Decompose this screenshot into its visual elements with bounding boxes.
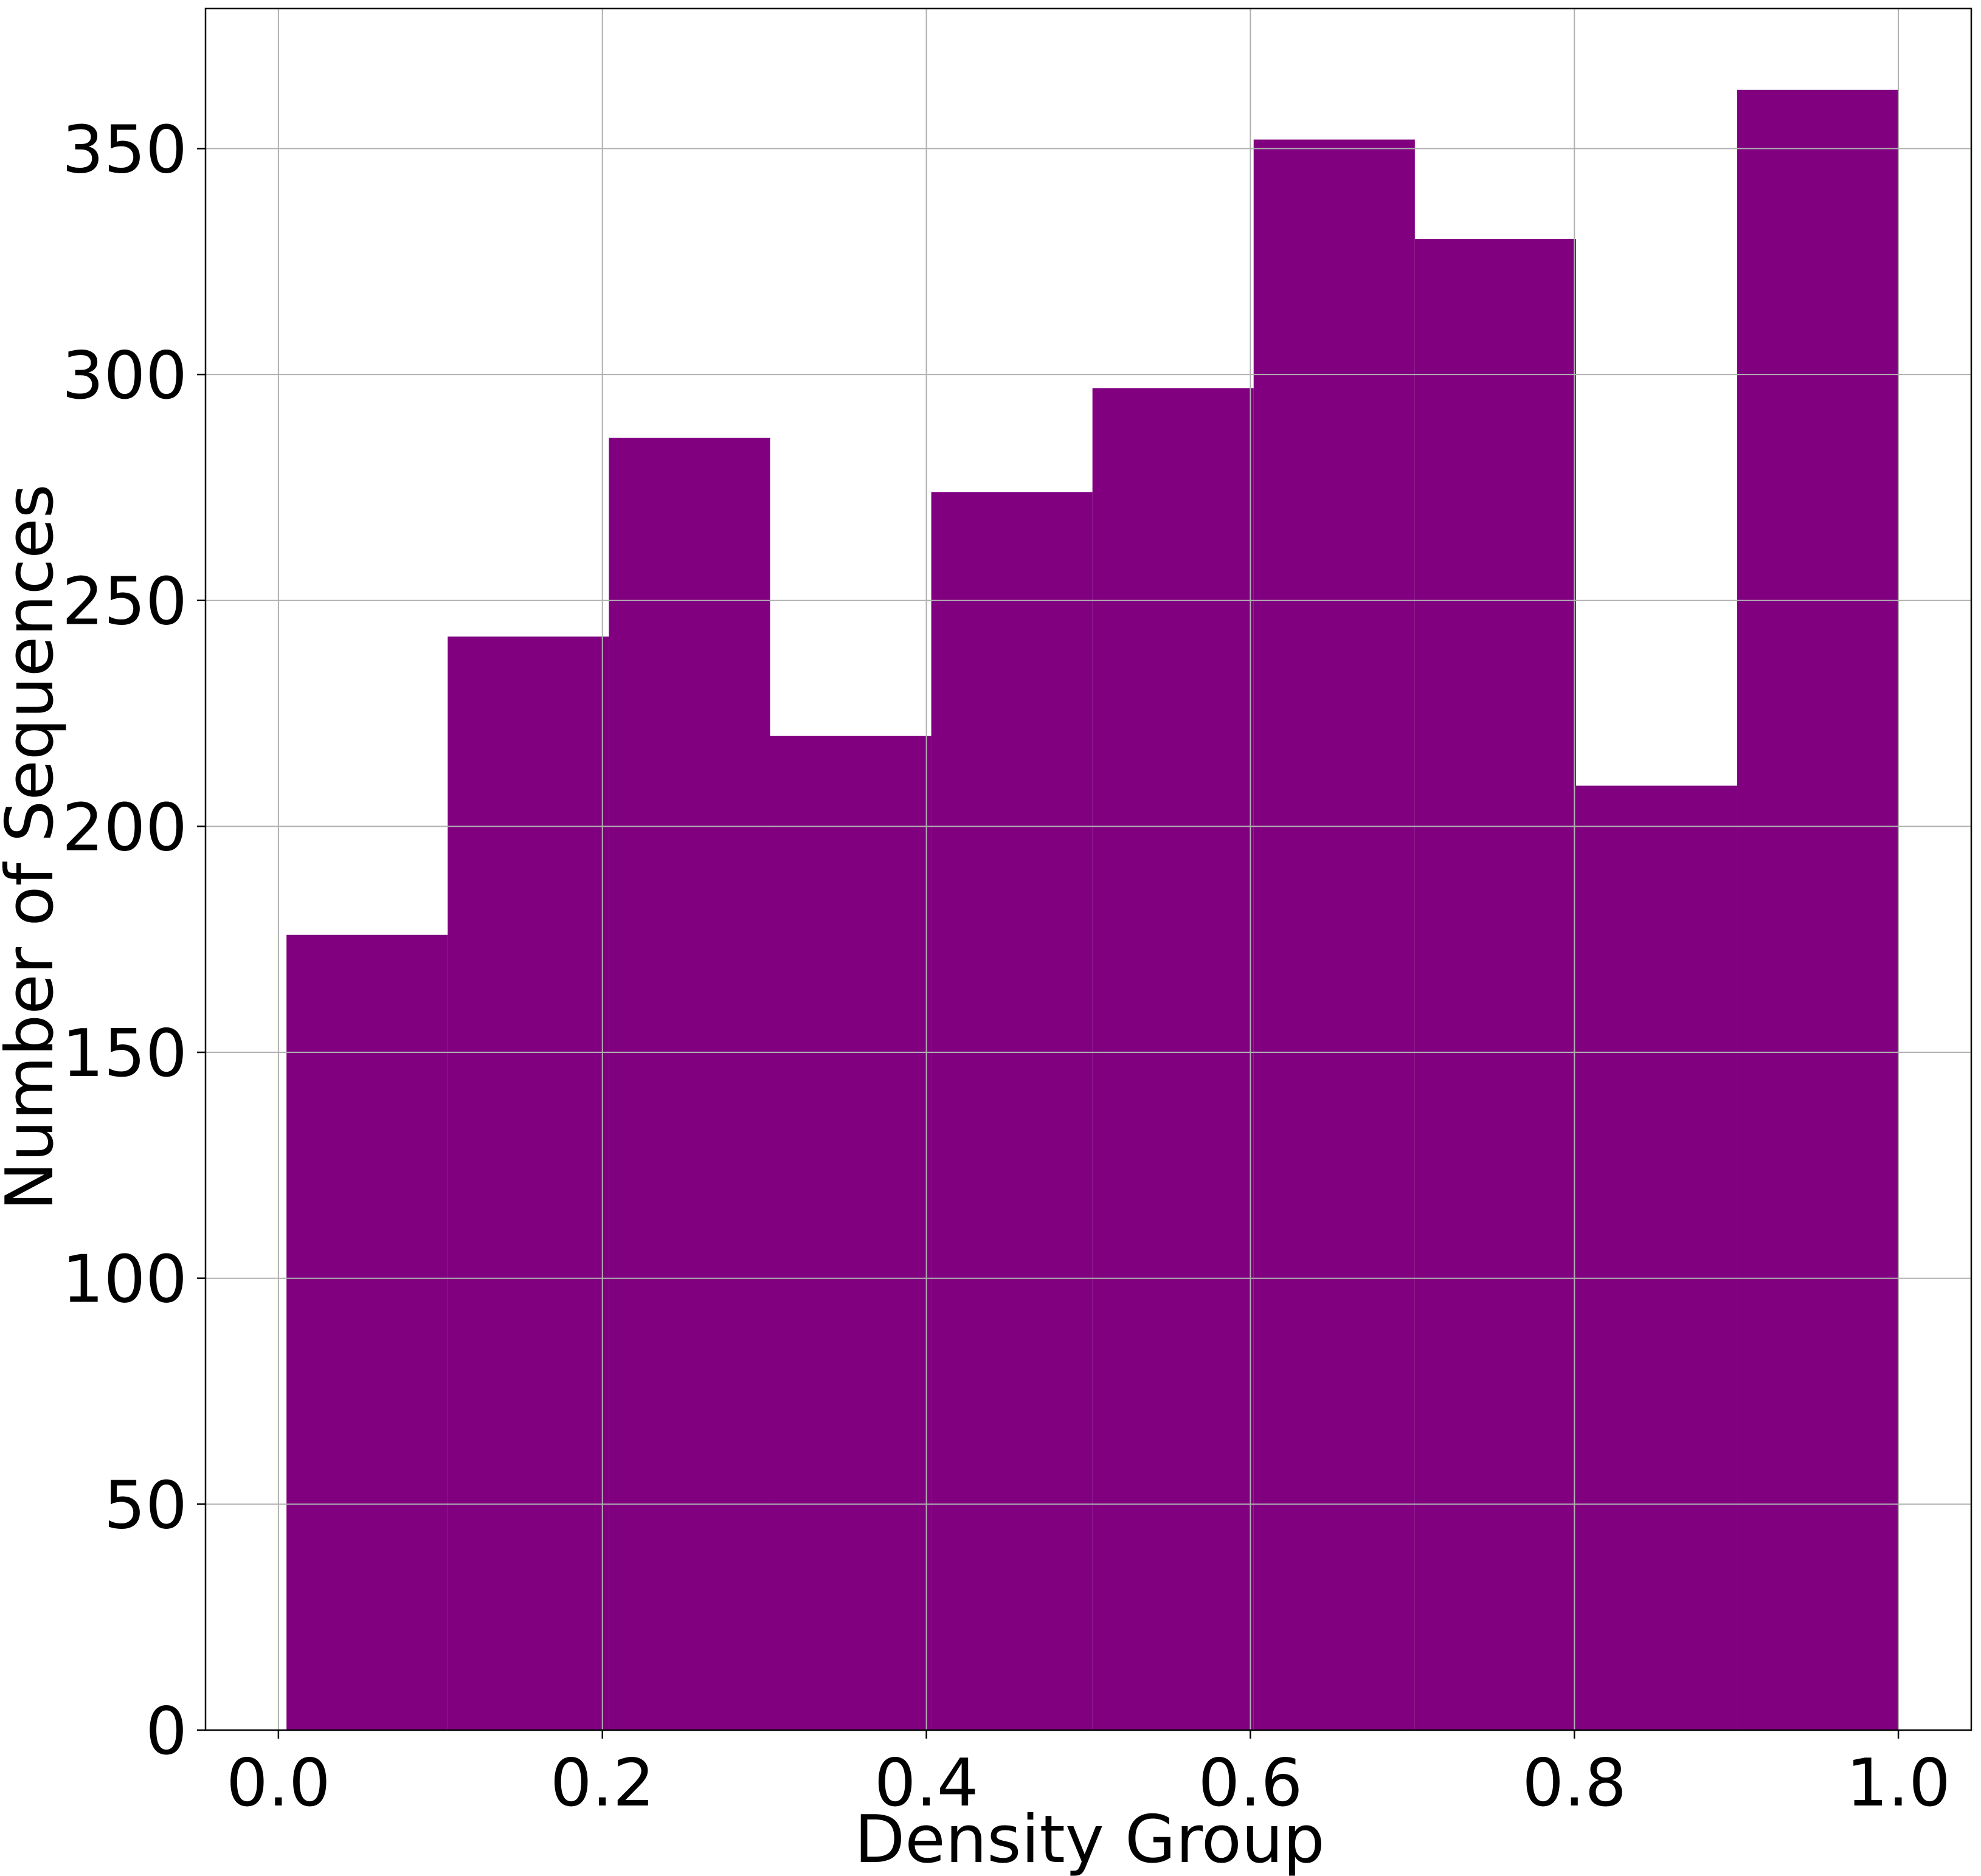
- x-tick-label-0: 0.0: [226, 1745, 331, 1821]
- x-axis-label: Density Group: [854, 1802, 1325, 1876]
- y-tick-label-7: 350: [62, 112, 187, 188]
- y-tick-label-4: 200: [62, 790, 187, 866]
- histogram-bar-10: [1737, 89, 1899, 1731]
- histogram-bar-6: [1092, 388, 1254, 1730]
- y-tick-label-3: 150: [62, 1016, 187, 1092]
- histogram-bar-3: [609, 438, 770, 1731]
- histogram-bar-4: [770, 736, 932, 1730]
- y-axis-ticks: 0 50 100 150 200 250 300 350: [62, 112, 206, 1770]
- x-tick-label-3: 0.6: [1198, 1745, 1303, 1821]
- y-tick-label-0: 0: [145, 1694, 187, 1770]
- histogram-bar-8: [1414, 239, 1576, 1730]
- y-tick-label-2: 100: [62, 1242, 187, 1318]
- histogram-bar-5: [931, 492, 1093, 1730]
- y-tick-label-1: 50: [104, 1467, 187, 1543]
- x-tick-label-4: 0.8: [1522, 1745, 1627, 1821]
- x-axis-ticks: 0.0 0.2 0.4 0.6 0.8 1.0: [226, 1730, 1951, 1821]
- histogram-bar-9: [1575, 785, 1738, 1730]
- y-tick-label-6: 300: [62, 338, 187, 414]
- histogram-bars: [286, 89, 1899, 1731]
- y-tick-label-5: 250: [62, 564, 187, 640]
- histogram-bar-7: [1253, 139, 1415, 1730]
- x-tick-label-2: 0.4: [874, 1745, 979, 1821]
- x-tick-label-1: 0.2: [550, 1745, 655, 1821]
- histogram-bar-2: [448, 636, 609, 1730]
- grid-lines: [206, 9, 1971, 1731]
- y-axis-label: Number of Sequences: [0, 484, 68, 1211]
- histogram-bar-1: [286, 934, 448, 1730]
- x-tick-label-5: 1.0: [1846, 1745, 1951, 1821]
- plot-frame: [204, 7, 1972, 1731]
